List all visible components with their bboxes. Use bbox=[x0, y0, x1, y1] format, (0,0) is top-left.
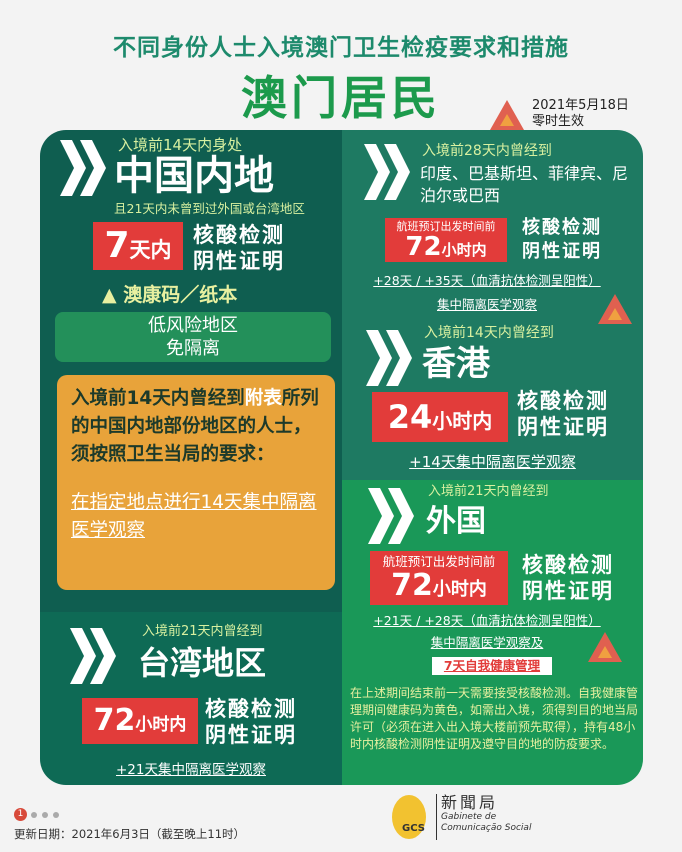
page-indicator-active[interactable]: 1 bbox=[14, 808, 27, 821]
taiwan-place: 台湾地区 bbox=[138, 644, 267, 682]
india-place: 印度、巴基斯坦、菲律宾、尼泊尔或巴西 bbox=[420, 164, 629, 205]
warning-triangle-icon bbox=[588, 632, 622, 662]
flight-note: 航班预订出发时间前 bbox=[396, 220, 496, 233]
foreign-pre: 入境前21天内曾经到 bbox=[428, 484, 549, 499]
chevron-icon bbox=[364, 144, 410, 200]
hours-unit: 小时内 bbox=[441, 241, 487, 259]
hours-unit: 小时内 bbox=[432, 579, 487, 600]
page-dot[interactable] bbox=[53, 812, 59, 818]
taiwan-quarantine: +21天集中隔离医学观察 bbox=[116, 762, 266, 778]
foreign-place: 外国 bbox=[426, 504, 486, 539]
page-dot[interactable] bbox=[42, 812, 48, 818]
taiwan-test: 核酸检测 阴性证明 bbox=[205, 696, 297, 748]
days-unit: 天内 bbox=[129, 238, 172, 262]
test-1: 核酸检测 bbox=[193, 223, 285, 247]
test-1: 核酸检测 bbox=[522, 553, 614, 577]
india-hk-section: 入境前28天内曾经到 印度、巴基斯坦、菲律宾、尼泊尔或巴西 航班预订出发时间前 7… bbox=[342, 130, 643, 480]
logo-text: 新聞局 Gabinete de Comunicação Social bbox=[436, 794, 531, 840]
hours-num: 24 bbox=[387, 398, 433, 436]
foreign-quarantine: +21天 / +28天（血清抗体检测呈阳性） bbox=[373, 613, 601, 628]
test-2: 阴性证明 bbox=[522, 241, 602, 262]
page-dot[interactable] bbox=[31, 812, 37, 818]
health-code-note: ▲ 澳康码／纸本 bbox=[102, 284, 238, 306]
logo-cn: 新聞局 bbox=[441, 793, 499, 812]
hours-num: 72 bbox=[405, 232, 442, 262]
annex-link[interactable]: 附表 bbox=[244, 388, 282, 409]
hk-place: 香港 bbox=[422, 344, 490, 384]
warning-triangle-icon bbox=[598, 294, 632, 324]
chevron-icon bbox=[60, 140, 106, 196]
risk-text-b: 所列的中国内地部份地区的人士，须按照卫生当局的要求： bbox=[71, 388, 319, 465]
hours-unit: 小时内 bbox=[432, 409, 493, 433]
warning-triangle-icon bbox=[490, 100, 524, 130]
test-1: 核酸检测 bbox=[205, 697, 297, 721]
hours-num: 72 bbox=[93, 703, 136, 738]
mainland-pre: 入境前14天内身处 bbox=[118, 136, 243, 154]
risk-text-a: 入境前14天内曾经到 bbox=[71, 388, 245, 409]
mainland-days-badge: 7天内 bbox=[93, 222, 183, 270]
hk-hours-badge: 24小时内 bbox=[372, 392, 508, 442]
chevron-icon bbox=[368, 488, 414, 544]
logo-pt-2: Comunicação Social bbox=[441, 823, 532, 833]
mainland-test: 核酸检测 阴性证明 bbox=[193, 222, 285, 274]
test-1: 核酸检测 bbox=[522, 217, 602, 238]
low-risk-label: 低风险地区 bbox=[148, 315, 238, 336]
risk-action: 在指定地点进行14天集中隔离医学观察 bbox=[71, 492, 317, 541]
gcs-logo-icon bbox=[392, 795, 426, 839]
effective-date-text: 2021年5月18日 bbox=[532, 98, 629, 113]
hk-pre: 入境前14天内曾经到 bbox=[424, 325, 554, 341]
self-health-mgmt: 7天自我健康管理 bbox=[432, 657, 552, 675]
foreign-quarantine-2: 集中隔离医学观察及 bbox=[430, 635, 544, 650]
logo-abbr: GCS bbox=[402, 823, 425, 834]
info-card: 入境前14天内身处 中国内地 且21天内未曾到过外国或台湾地区 7天内 核酸检测… bbox=[40, 130, 643, 785]
india-quarantine-2: 集中隔离医学观察 bbox=[436, 297, 537, 312]
logo-pt-1: Gabinete de bbox=[441, 812, 497, 822]
foreign-note: 在上述期间结束前一天需要接受核酸检测。自我健康管理期间健康码为黄色，如需出入境，… bbox=[350, 686, 639, 751]
test-1: 核酸检测 bbox=[517, 389, 609, 413]
hk-quarantine: +14天集中隔离医学观察 bbox=[409, 453, 576, 471]
no-quarantine-label: 免隔离 bbox=[166, 338, 220, 359]
chevron-icon bbox=[70, 628, 116, 684]
hours-unit: 小时内 bbox=[135, 715, 187, 735]
india-quarantine: +28天 / +35天（血清抗体检测呈阳性） bbox=[373, 273, 601, 288]
chevron-icon bbox=[366, 330, 412, 386]
days-num: 7 bbox=[104, 225, 130, 266]
update-date: 更新日期：2021年6月3日（截至晚上11时） bbox=[14, 827, 246, 841]
india-hours-badge: 航班预订出发时间前 72小时内 bbox=[385, 218, 507, 262]
test-2: 阴性证明 bbox=[205, 723, 297, 747]
test-2: 阴性证明 bbox=[517, 415, 609, 439]
effective-note: 零时生效 bbox=[532, 114, 585, 129]
foreign-test: 核酸检测 阴性证明 bbox=[522, 552, 614, 604]
hours-num: 72 bbox=[391, 568, 433, 603]
mainland-section: 入境前14天内身处 中国内地 且21天内未曾到过外国或台湾地区 7天内 核酸检测… bbox=[40, 130, 342, 620]
foreign-section: 入境前21天内曾经到 外国 航班预订出发时间前 72小时内 核酸检测 阴性证明 +2… bbox=[342, 480, 643, 785]
test-2: 阴性证明 bbox=[193, 249, 285, 273]
india-pre: 入境前28天内曾经到 bbox=[422, 143, 552, 159]
mainland-place: 中国内地 bbox=[114, 153, 274, 199]
risk-area-box: 入境前14天内曾经到附表所列的中国内地部份地区的人士，须按照卫生当局的要求： 在… bbox=[57, 375, 335, 590]
test-2: 阴性证明 bbox=[522, 579, 614, 603]
taiwan-pre: 入境前21天内曾经到 bbox=[142, 624, 263, 639]
page-title: 不同身份人士入境澳门卫生检疫要求和措施 bbox=[113, 35, 569, 61]
india-test: 核酸检测 阴性证明 bbox=[522, 216, 602, 264]
low-risk-box: 低风险地区 免隔离 bbox=[55, 312, 331, 362]
hk-test: 核酸检测 阴性证明 bbox=[517, 388, 609, 440]
taiwan-section: 入境前21天内曾经到 台湾地区 72小时内 核酸检测 阴性证明 +21天集中隔离医… bbox=[40, 612, 342, 785]
page-subtitle: 澳门居民 bbox=[241, 71, 441, 125]
flight-note: 航班预订出发时间前 bbox=[382, 554, 496, 569]
mainland-note: 且21天内未曾到过外国或台湾地区 bbox=[114, 201, 305, 216]
taiwan-hours-badge: 72小时内 bbox=[82, 698, 198, 744]
effective-date: 2021年5月18日 零时生效 bbox=[532, 98, 629, 130]
foreign-hours-badge: 航班预订出发时间前 72小时内 bbox=[370, 551, 508, 605]
